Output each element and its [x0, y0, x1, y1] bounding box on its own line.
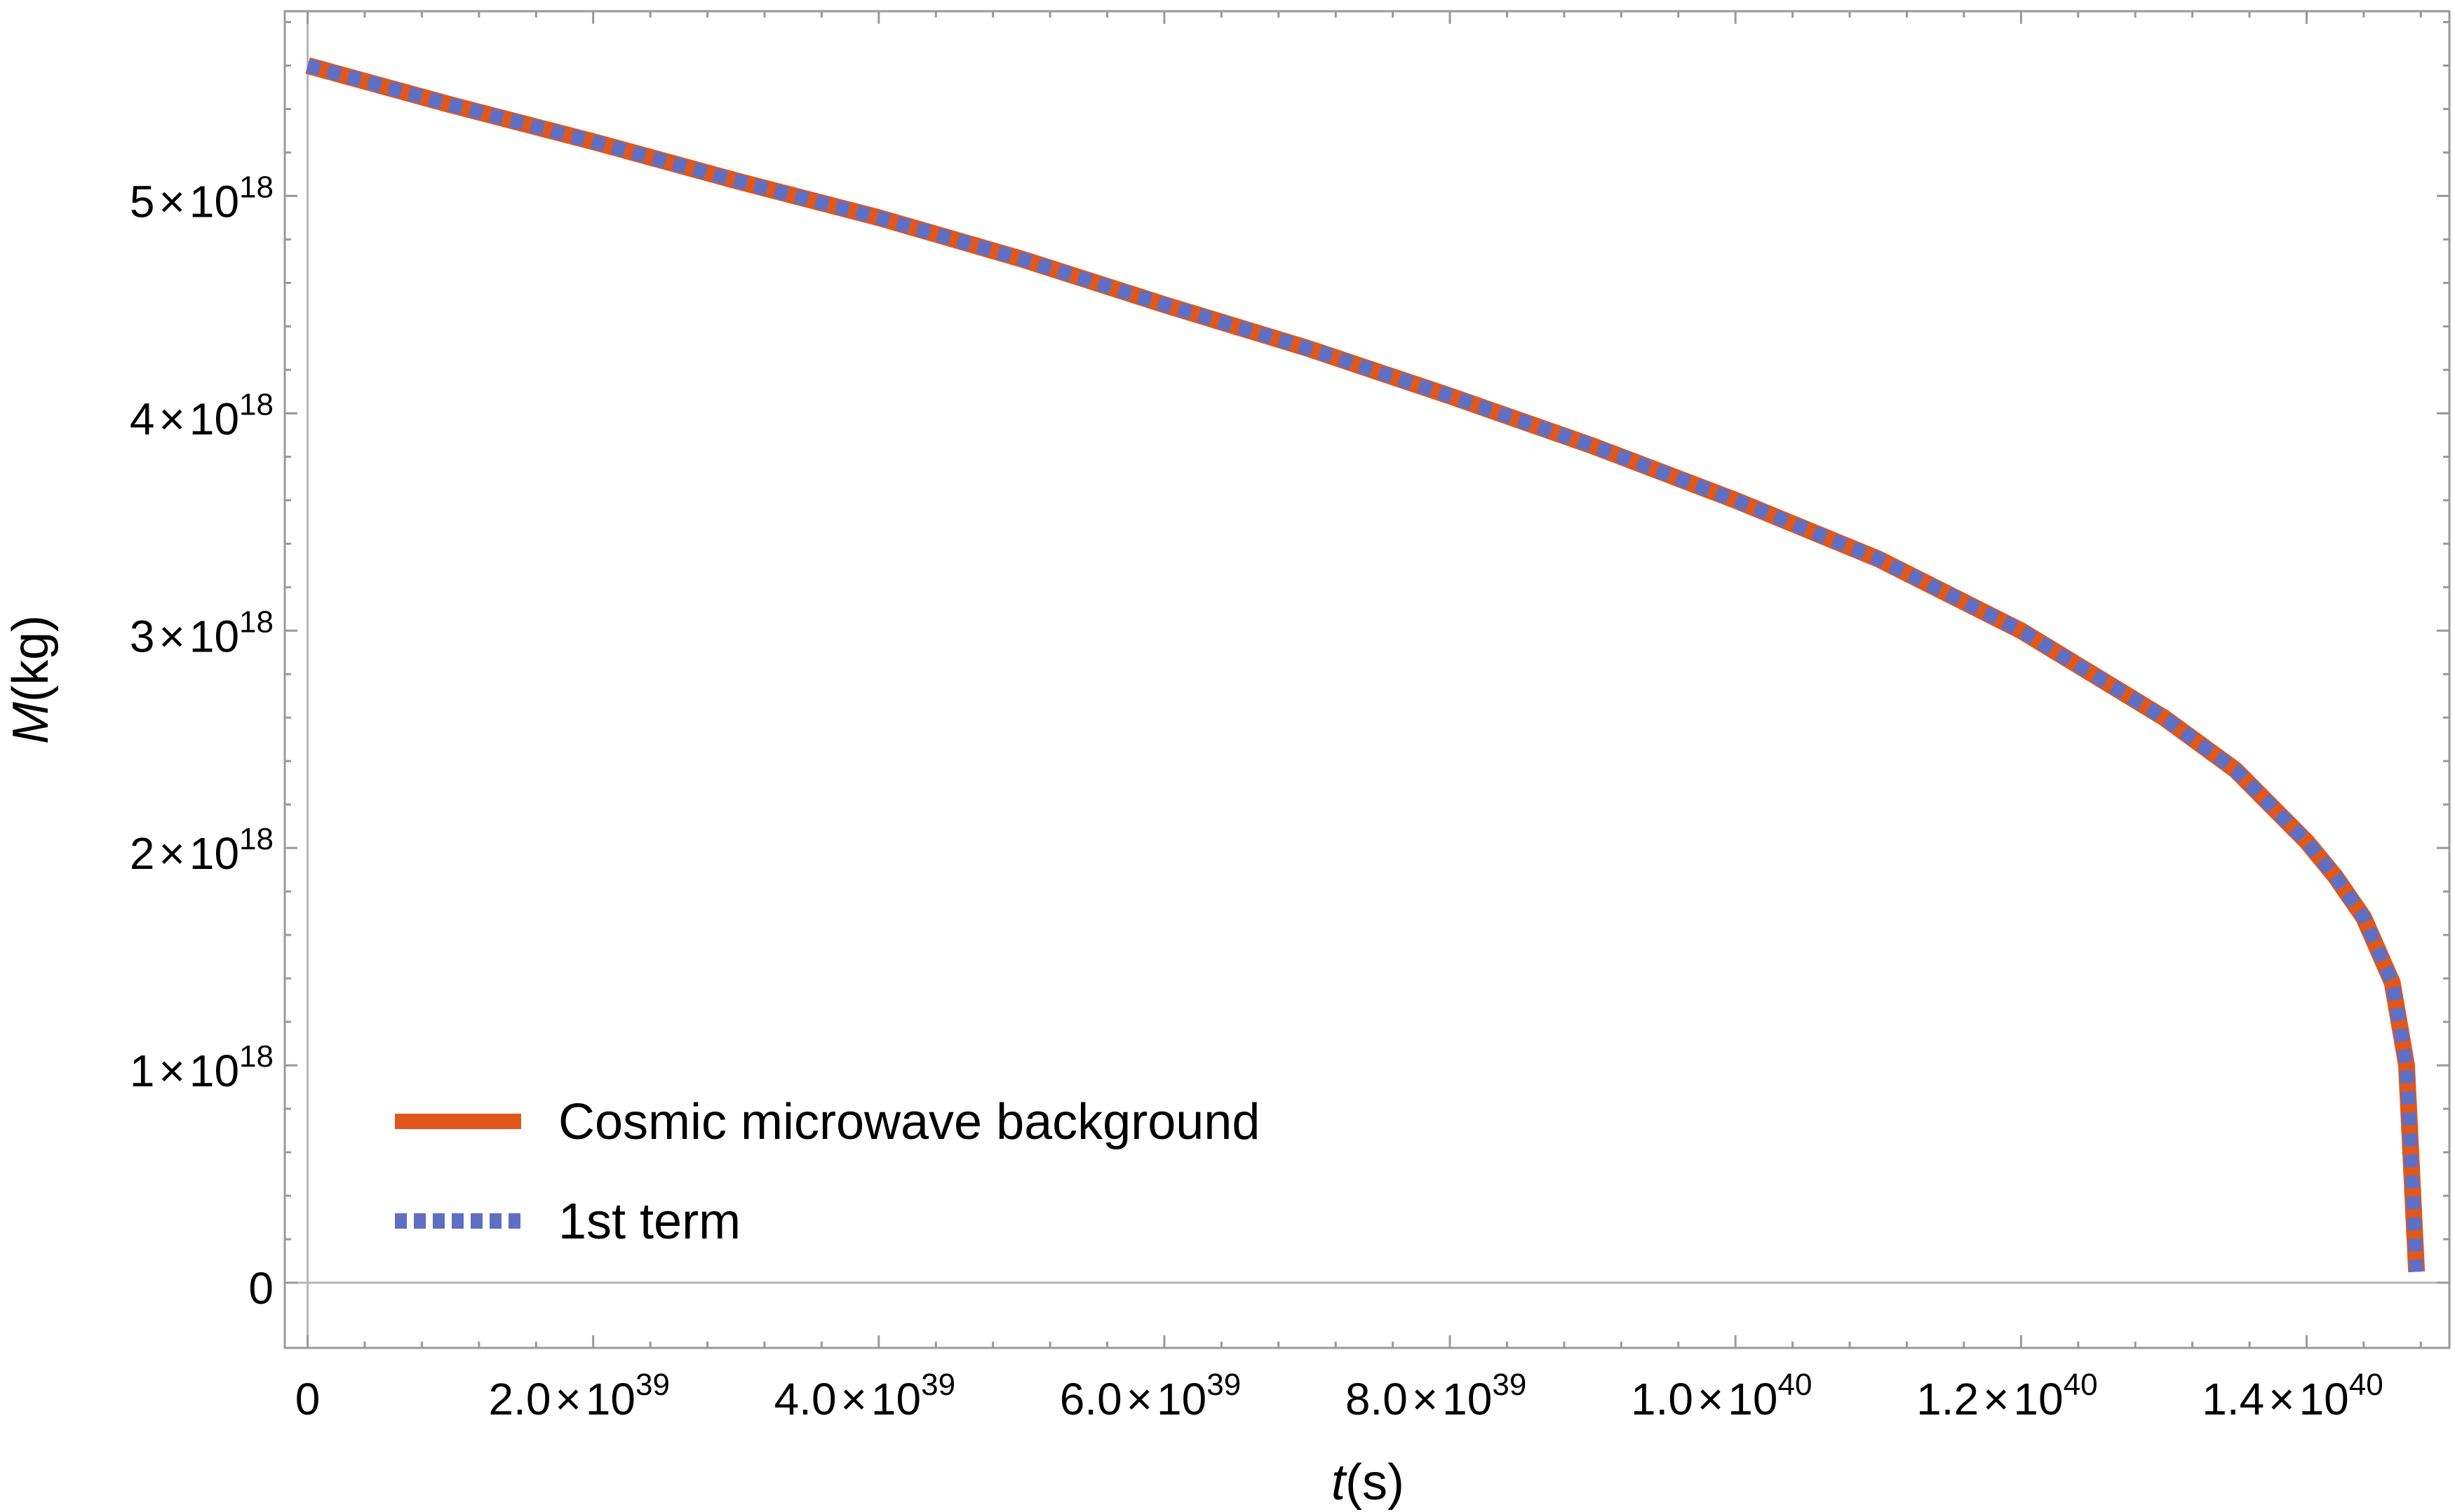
x-tick-label: 4.0×1039	[774, 1368, 955, 1424]
series-line-1st-term	[305, 58, 2424, 1272]
zero-axes	[285, 11, 2449, 1348]
y-tick-label: 2×1018	[130, 822, 274, 879]
x-tick-label: 0	[295, 1374, 321, 1424]
y-axis-title: M(kg)	[3, 615, 59, 744]
legend-label-1st-term: 1st term	[558, 1194, 741, 1250]
y-axis-ticks: 0 1×1018 2×1018 3×1018 4×1018 5×1018	[130, 170, 274, 1314]
y-tick-label: 4×1018	[130, 387, 274, 444]
x-tick-label: 6.0×1039	[1060, 1368, 1241, 1424]
x-minor-ticks	[307, 11, 2422, 1348]
y-tick-label: 1×1018	[130, 1039, 274, 1096]
x-axis-ticks: 0 2.0×1039 4.0×1039 6.0×1039 8.0×1039 1.0×104…	[295, 1368, 2383, 1424]
x-tick-label: 1.0×1040	[1631, 1368, 1812, 1424]
x-tick-label: 2.0×1039	[488, 1368, 669, 1424]
y-tick-label: 0	[248, 1263, 274, 1314]
x-tick-label: 8.0×1039	[1345, 1368, 1526, 1424]
y-minor-ticks	[285, 20, 2449, 1284]
x-tick-label: 1.2×1040	[1916, 1368, 2097, 1424]
legend-label-cosmic-microwave-background: Cosmic microwave background	[558, 1094, 1260, 1150]
legend: Cosmic microwave background 1st term	[395, 1094, 1260, 1250]
series-layer	[305, 57, 2426, 1273]
plot-frame	[283, 10, 2451, 1349]
x-axis-title: t(s)	[1331, 1454, 1404, 1511]
y-tick-label: 3×1018	[130, 605, 274, 661]
y-tick-label: 5×1018	[130, 170, 274, 227]
x-tick-label: 1.4×1040	[2202, 1368, 2383, 1424]
series-line-cosmic-microwave-background	[305, 57, 2426, 1273]
